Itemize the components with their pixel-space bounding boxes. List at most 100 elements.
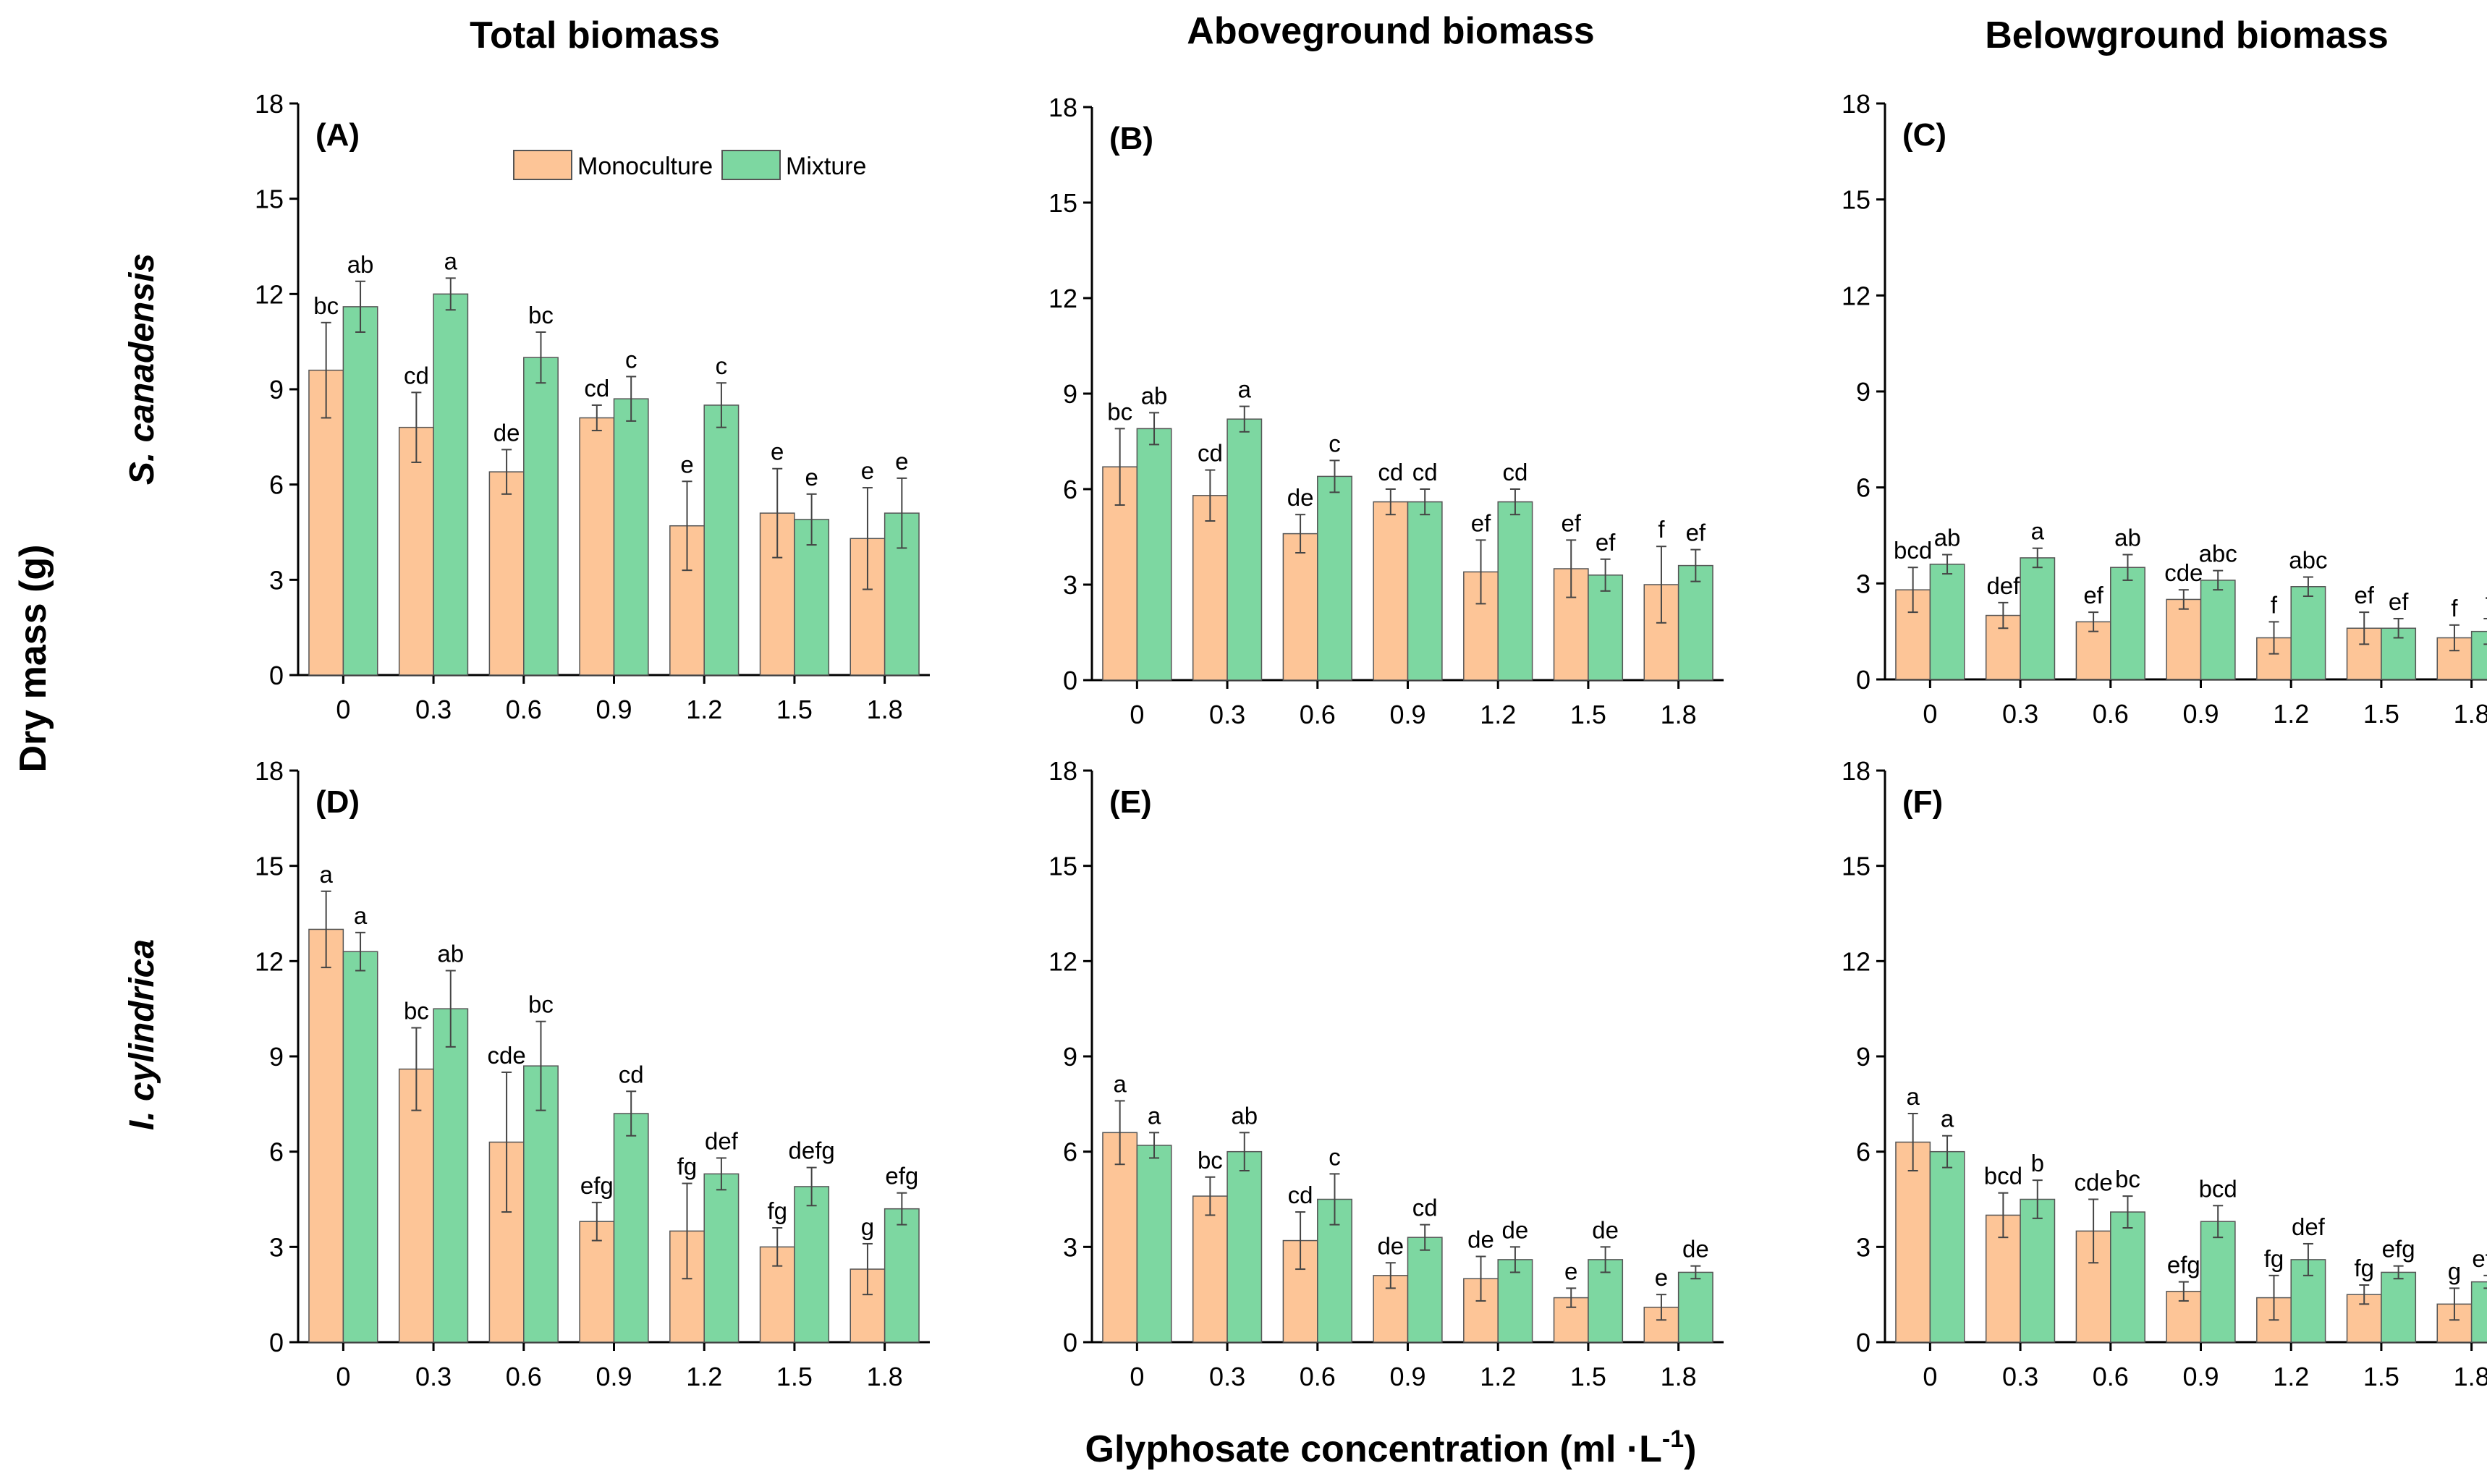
x-tick-label: 0: [1130, 1362, 1144, 1391]
bar-mixture: [1407, 1237, 1443, 1343]
x-tick-label: 1.2: [2273, 699, 2309, 729]
significance-label: efg: [885, 1163, 918, 1190]
panel-label: (C): [1902, 117, 1946, 153]
y-axis-label: Dry mass (g): [12, 545, 54, 773]
significance-label: c: [1329, 1143, 1341, 1170]
significance-label: fg: [2264, 1245, 2284, 1272]
significance-label: f: [2271, 591, 2278, 618]
significance-label: bc: [1198, 1147, 1223, 1174]
y-tick-label: 6: [1063, 475, 1077, 504]
y-tick-label: 9: [1856, 377, 1870, 407]
x-tick-label: 1.2: [686, 695, 722, 724]
legend-swatch-monoculture: [513, 150, 572, 180]
x-tick-label: 1.8: [1661, 1362, 1697, 1391]
y-tick-label: 0: [269, 1328, 284, 1357]
y-tick-label: 9: [269, 1042, 284, 1072]
x-tick-label: 1.8: [2454, 1362, 2487, 1391]
x-tick-label: 0.6: [506, 1362, 542, 1391]
significance-label: ab: [437, 941, 464, 967]
y-tick-label: 0: [1856, 665, 1870, 695]
y-tick-label: 6: [1856, 473, 1870, 503]
significance-label: ef: [2354, 582, 2374, 609]
bar-mixture: [1497, 501, 1533, 681]
y-tick-label: 3: [1063, 1232, 1077, 1262]
y-tick-label: 6: [269, 470, 284, 500]
bar-monoculture: [398, 426, 434, 676]
significance-label: bcd: [1984, 1163, 2022, 1190]
x-tick-label: 1.2: [1480, 700, 1516, 729]
x-tick-label: 0.6: [2093, 1362, 2129, 1391]
significance-label: e: [771, 438, 784, 465]
x-tick-label: 0.9: [596, 1362, 632, 1391]
significance-label: cd: [1198, 440, 1223, 467]
x-axis-label: Glyphosate concentration (ml ·L-1): [1085, 1425, 1697, 1470]
significance-label: e: [895, 448, 908, 475]
significance-label: efg: [580, 1172, 614, 1199]
significance-label: de: [1377, 1232, 1404, 1259]
x-tick-label: 0.3: [1209, 700, 1245, 729]
significance-label: bc: [2115, 1166, 2140, 1192]
bar-mixture: [703, 404, 740, 676]
x-tick-label: 1.8: [1661, 700, 1697, 729]
x-tick-label: 0.6: [1300, 1362, 1336, 1391]
significance-label: def: [2292, 1213, 2326, 1240]
significance-label: cd: [1502, 459, 1528, 486]
x-tick-label: 0: [336, 695, 350, 724]
bar-mixture: [2470, 630, 2487, 680]
significance-label: ab: [347, 251, 374, 278]
significance-label: bcd: [2199, 1175, 2237, 1202]
bar-mixture: [433, 293, 469, 676]
significance-label: de: [1287, 484, 1314, 511]
bar-mixture: [433, 1008, 469, 1343]
x-tick-label: 0.6: [2093, 699, 2129, 729]
significance-label: f: [2451, 595, 2458, 622]
significance-label: a: [444, 247, 458, 274]
bar-mixture: [794, 1186, 830, 1343]
panel-label: (B): [1109, 121, 1153, 156]
significance-label: a: [1941, 1106, 1954, 1132]
x-tick-label: 0: [336, 1362, 350, 1391]
x-tick-label: 0.9: [596, 695, 632, 724]
bar-monoculture: [579, 417, 615, 676]
significance-label: cde: [2074, 1169, 2112, 1196]
bar-mixture: [1929, 1150, 1965, 1343]
significance-label: ef: [2389, 588, 2409, 615]
significance-label: f: [2486, 588, 2487, 615]
bar-mixture: [613, 398, 649, 676]
bar-monoculture: [2166, 598, 2202, 680]
row-title-i-cylindrica: I. cylindrica: [123, 939, 161, 1130]
significance-label: e: [1564, 1258, 1577, 1284]
y-tick-label: 0: [1063, 666, 1077, 695]
x-tick-label: 1.8: [2454, 699, 2487, 729]
bar-mixture: [884, 1208, 920, 1343]
y-tick-label: 9: [1856, 1042, 1870, 1072]
x-tick-label: 0.3: [2002, 1362, 2038, 1391]
significance-label: de: [1502, 1216, 1529, 1243]
bar-mixture: [2381, 1271, 2417, 1343]
significance-label: e: [805, 464, 818, 491]
bar-mixture: [613, 1113, 649, 1343]
y-tick-label: 12: [1842, 281, 1870, 310]
y-tick-label: 0: [1063, 1328, 1077, 1357]
column-title-aboveground: Aboveground biomass: [1187, 10, 1594, 52]
bar-mixture: [1407, 501, 1443, 681]
row-title-s-canadensis: S. canadensis: [123, 253, 161, 485]
x-tick-label: 0: [1923, 699, 1937, 729]
significance-label: c: [716, 352, 728, 379]
bar-mixture: [794, 519, 830, 676]
significance-label: c: [1329, 430, 1341, 457]
x-axis-label-main: Glyphosate concentration (ml ·L: [1085, 1428, 1662, 1470]
bar-monoculture: [1102, 1132, 1138, 1343]
x-tick-label: 1.2: [2273, 1362, 2309, 1391]
bar-mixture: [1588, 574, 1624, 681]
bar-mixture: [2290, 586, 2326, 680]
x-tick-label: 0.3: [1209, 1362, 1245, 1391]
bar-mixture: [1136, 428, 1172, 681]
significance-label: fg: [2354, 1255, 2374, 1281]
x-tick-label: 1.8: [867, 695, 903, 724]
significance-label: efg: [2167, 1252, 2200, 1279]
significance-label: cd: [404, 362, 429, 389]
